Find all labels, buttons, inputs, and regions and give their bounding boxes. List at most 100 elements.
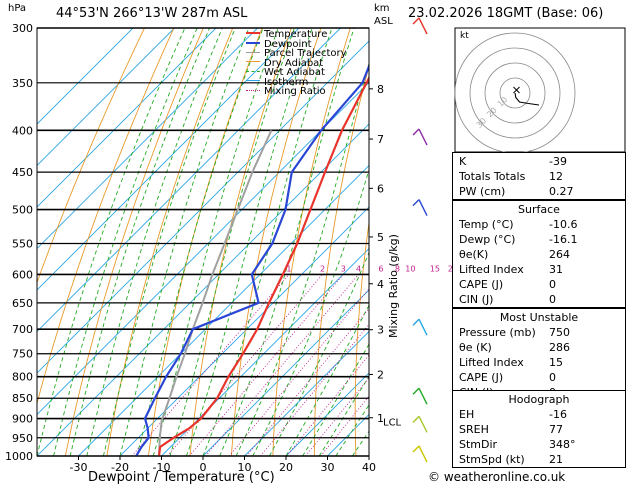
- km-tick-label: 2: [377, 368, 384, 381]
- isotherm-line: [37, 40, 369, 374]
- isotherm-line: [119, 206, 369, 456]
- x-axis-label: Dewpoint / Temperature (°C): [88, 470, 275, 485]
- isotherm-line: [37, 28, 134, 125]
- hodograph-section: Hodograph EH -16 SREH 77 StmDir 348° StmSpd…: [452, 390, 626, 468]
- wind-barb: [418, 387, 428, 405]
- km-tick-label: 3: [377, 324, 384, 337]
- mixing-ratio-line: [286, 354, 369, 456]
- wet-adiabat-line: [302, 343, 369, 456]
- index-row-k: K -39: [459, 155, 567, 168]
- mixing-ratio-label: 15: [430, 264, 440, 273]
- pressure-tick-label: 800: [12, 371, 33, 384]
- mixing-ratio-label: 8: [395, 264, 400, 273]
- wind-barb: [418, 128, 428, 146]
- km-tick-label: 5: [377, 231, 384, 244]
- wet-adiabat-line: [185, 28, 313, 456]
- isotherm-line: [37, 81, 369, 416]
- wet-adiabat-line: [318, 375, 369, 456]
- wind-barb-flag: [412, 387, 420, 395]
- wet-adiabat-line: [37, 28, 186, 456]
- most-unstable-title: Most Unstable: [499, 311, 579, 324]
- surface-row: Dewp (°C) -16.1: [459, 233, 578, 246]
- wind-barb: [418, 445, 428, 463]
- pressure-tick-label: 550: [12, 238, 33, 251]
- km-tick-label: 1: [377, 412, 384, 425]
- indices-section: K -39 Totals Totals 12 PW (cm) 0.27: [452, 152, 626, 200]
- pressure-tick-label: 900: [12, 413, 33, 426]
- mixing-ratio-line: [131, 274, 290, 456]
- temp-tick-label: 0: [200, 461, 207, 474]
- mixing-ratio-axis-title: Mixing Ratio (g/kg): [387, 234, 400, 338]
- hodograph-frame: [454, 27, 626, 153]
- temp-tick-label: 30: [321, 461, 335, 474]
- isotherm-line: [78, 164, 369, 456]
- dry-adiabat-line: [395, 28, 439, 456]
- index-row-pw: PW (cm) 0.27: [459, 185, 574, 198]
- legend: Temperature Dewpoint Parcel Trajectory D…: [246, 30, 347, 97]
- hodo-row: StmSpd (kt) 21: [459, 453, 563, 466]
- legend-wet-adiabat: Wet Adiabat: [246, 68, 347, 78]
- mixing-ratio-label: 1: [286, 264, 291, 273]
- mixing-ratio-label: 10: [405, 264, 415, 273]
- isotherm-line: [244, 330, 369, 456]
- hpa-unit-label: hPa: [8, 3, 27, 14]
- mu-row: CAPE (J) 0: [459, 371, 556, 384]
- legend-dewpoint: Dewpoint: [246, 39, 347, 49]
- hodo-row: EH -16: [459, 408, 567, 421]
- surface-row: θe(K) 264: [459, 248, 570, 261]
- pressure-tick-label: 500: [12, 204, 33, 217]
- pressure-tick-label: 650: [12, 297, 33, 310]
- isotherm-line: [161, 247, 369, 456]
- mu-row: θe (K) 286: [459, 341, 570, 354]
- wet-adiabat-line: [335, 404, 369, 456]
- temperature-line: [157, 75, 369, 456]
- mixing-ratio-label: 3: [341, 264, 346, 273]
- surface-row: Lifted Index 31: [459, 263, 563, 276]
- surface-section: Surface Temp (°C) -10.6 Dewp (°C) -16.1 θe…: [452, 200, 626, 308]
- wet-adiabat-line: [285, 304, 369, 456]
- index-row-tt: Totals Totals 12: [459, 170, 563, 183]
- legend-dry-adiabat: Dry Adiabat: [246, 58, 347, 68]
- pressure-tick-label: 1000: [5, 450, 33, 463]
- wet-adiabat-line: [86, 28, 223, 456]
- legend-parcel: Parcel Trajectory: [246, 49, 347, 59]
- wind-barb-flag: [412, 318, 420, 326]
- asl-unit-label: ASL: [374, 16, 393, 27]
- km-unit-label: km: [374, 3, 390, 14]
- isotherm-line: [37, 28, 341, 333]
- mu-row: Lifted Index 15: [459, 356, 563, 369]
- hodograph-unit-label: kt: [460, 31, 469, 41]
- wind-barb: [418, 199, 428, 216]
- hodograph-ring: [499, 77, 531, 109]
- wet-adiabat-line: [53, 28, 198, 456]
- dewpoint-line: [135, 63, 369, 456]
- legend-temperature: Temperature: [246, 30, 347, 40]
- wind-barb: [418, 318, 428, 336]
- legend-mixing-ratio: Mixing Ratio: [246, 87, 347, 97]
- temp-tick-label: -20: [111, 461, 129, 474]
- wet-adiabat-line: [235, 61, 369, 456]
- pressure-tick-label: 750: [12, 348, 33, 361]
- wind-barb-flag: [412, 445, 420, 453]
- pressure-tick-label: 450: [12, 166, 33, 179]
- pressure-tick-label: 700: [12, 323, 33, 336]
- surface-row: CAPE (J) 0: [459, 278, 556, 291]
- dry-adiabat-line: [106, 28, 234, 456]
- hodograph-trace: [514, 92, 540, 106]
- isotherm-line: [285, 372, 369, 456]
- hodo-row: SREH 77: [459, 423, 563, 436]
- wind-barb: [418, 416, 428, 433]
- hodograph-ring: [469, 47, 561, 139]
- km-tick-label: 6: [377, 182, 384, 195]
- mixing-ratio-line: [228, 287, 369, 456]
- wind-barb-flag: [412, 199, 420, 207]
- mixing-ratio-label: 4: [356, 264, 361, 273]
- isotherm-line: [202, 289, 369, 456]
- mixing-ratio-line: [260, 323, 369, 456]
- hodo-row: StmDir 348°: [459, 438, 576, 451]
- location-title: 44°53'N 266°13'W 287m ASL: [56, 6, 248, 21]
- lcl-label: LCL: [383, 418, 402, 429]
- pressure-tick-label: 300: [12, 22, 33, 35]
